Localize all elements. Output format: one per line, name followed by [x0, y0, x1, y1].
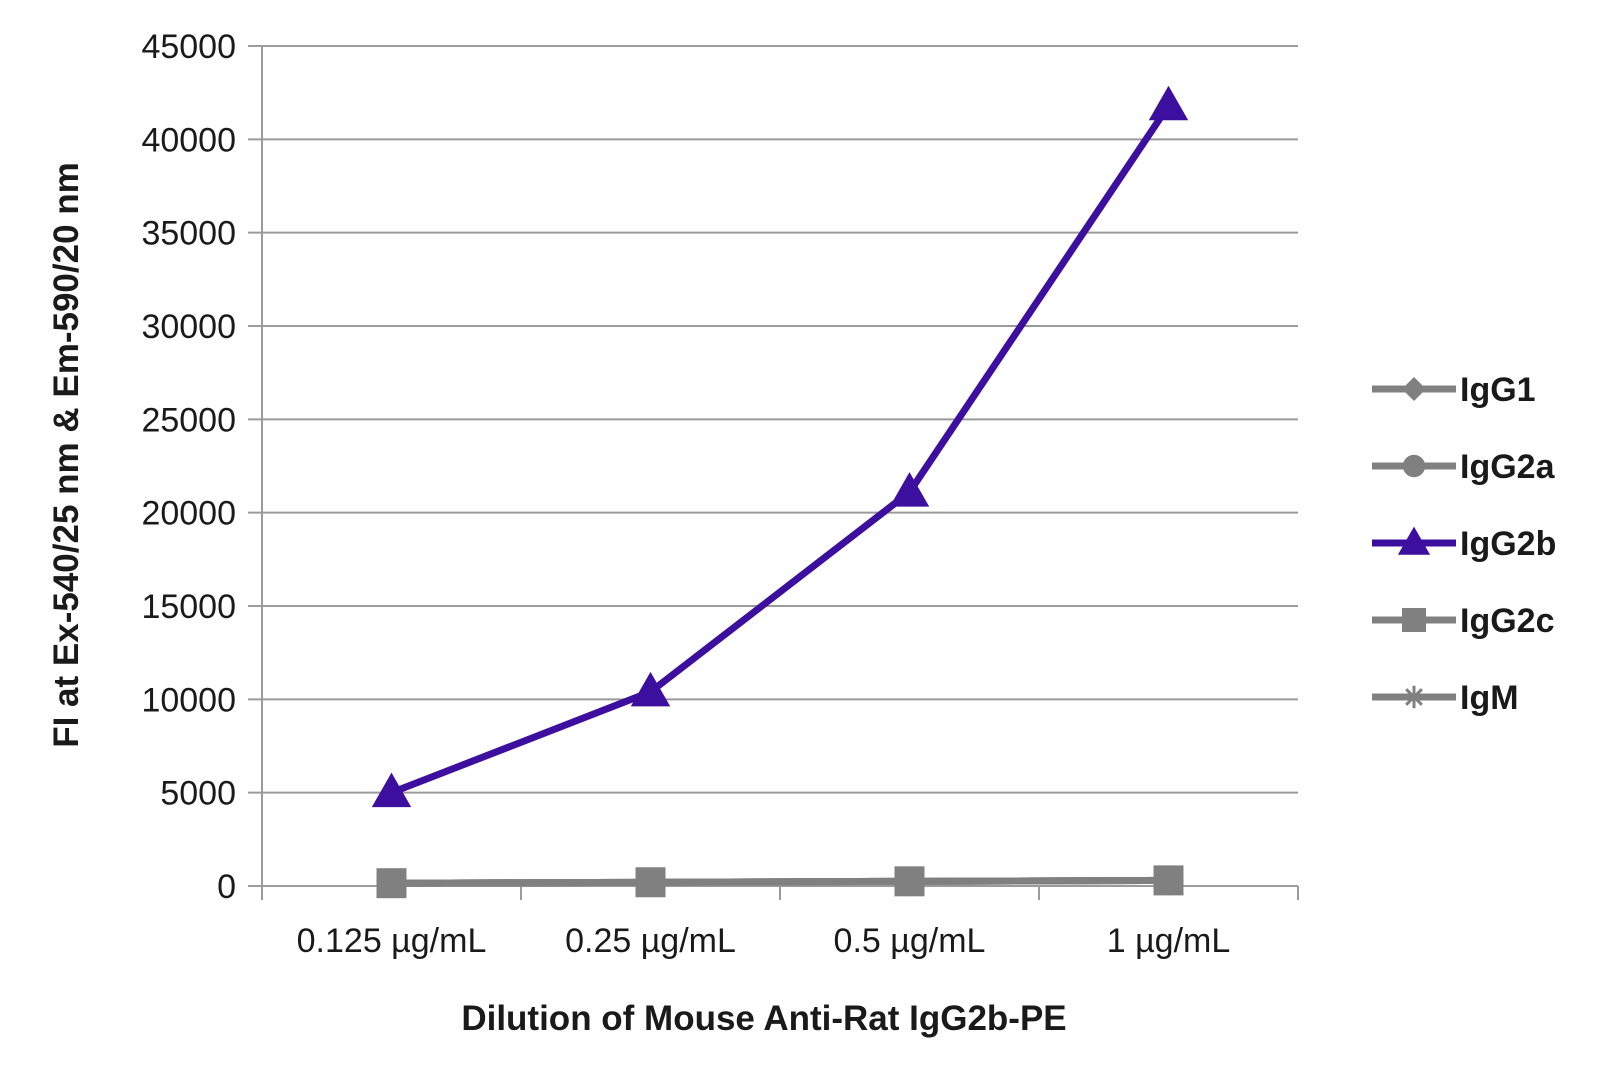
- series-layer: [371, 85, 1189, 899]
- series-igg2b: [371, 85, 1189, 808]
- data-point: [1148, 85, 1189, 121]
- legend-triangle-marker: [1397, 526, 1431, 555]
- y-tick-label: 35000: [141, 215, 236, 253]
- data-point: [377, 869, 406, 898]
- legend-item-igg2a: IgG2a: [1372, 448, 1556, 486]
- y-tick-label: 0: [217, 868, 236, 906]
- data-point: [1154, 866, 1183, 895]
- y-tick-label: 5000: [160, 775, 236, 813]
- x-axis-title: Dilution of Mouse Anti-Rat IgG2b-PE: [461, 999, 1066, 1038]
- y-axis-title: FI at Ex-540/25 nm & Em-590/20 nm: [47, 162, 86, 748]
- legend-star-marker: [1402, 685, 1426, 709]
- legend: IgG1 IgG2a IgG2b IgG2c IgM: [1372, 371, 1556, 717]
- series-line: [391, 876, 1169, 887]
- y-tick-label: 45000: [141, 28, 236, 66]
- legend-item-igg1: IgG1: [1372, 371, 1536, 409]
- legend-circle-marker: [1402, 454, 1426, 478]
- legend-diamond-marker: [1402, 377, 1426, 401]
- data-point: [371, 772, 412, 808]
- legend-item-igg2c: IgG2c: [1372, 602, 1554, 640]
- y-tick-label: 40000: [141, 121, 236, 159]
- x-tick-label: 0.125 µg/mL: [297, 922, 487, 960]
- grid-lines: [248, 45, 1298, 887]
- legend-item-igg2b: IgG2b: [1372, 525, 1556, 563]
- legend-square-marker: [1402, 608, 1426, 632]
- data-point: [630, 671, 671, 707]
- legend-label: IgG2c: [1460, 602, 1554, 640]
- y-tick-label: 20000: [141, 495, 236, 533]
- series-line: [390, 103, 1172, 796]
- data-point: [895, 867, 924, 896]
- y-tick-label: 15000: [141, 588, 236, 626]
- legend-label: IgG1: [1460, 371, 1536, 409]
- legend-label: IgM: [1460, 679, 1519, 717]
- axes: [261, 46, 1299, 900]
- x-tick-label: 0.5 µg/mL: [834, 922, 986, 960]
- x-tick-label: 0.25 µg/mL: [565, 922, 736, 960]
- data-point: [636, 868, 665, 897]
- y-tick-labels: 0 5000 10000 15000 20000 25000 30000 35000 40000…: [141, 28, 236, 906]
- y-tick-label: 25000: [141, 401, 236, 439]
- x-tick-label: 1 µg/mL: [1107, 922, 1231, 960]
- x-tick-labels: 0.125 µg/mL 0.25 µg/mL 0.5 µg/mL 1 µg/mL: [297, 922, 1231, 960]
- y-tick-label: 10000: [141, 681, 236, 719]
- legend-item-igm: IgM: [1372, 679, 1519, 717]
- data-point: [889, 472, 930, 507]
- y-tick-label: 30000: [141, 308, 236, 346]
- legend-label: IgG2a: [1460, 448, 1556, 486]
- legend-label: IgG2b: [1460, 525, 1556, 563]
- series-igm: [377, 866, 1183, 898]
